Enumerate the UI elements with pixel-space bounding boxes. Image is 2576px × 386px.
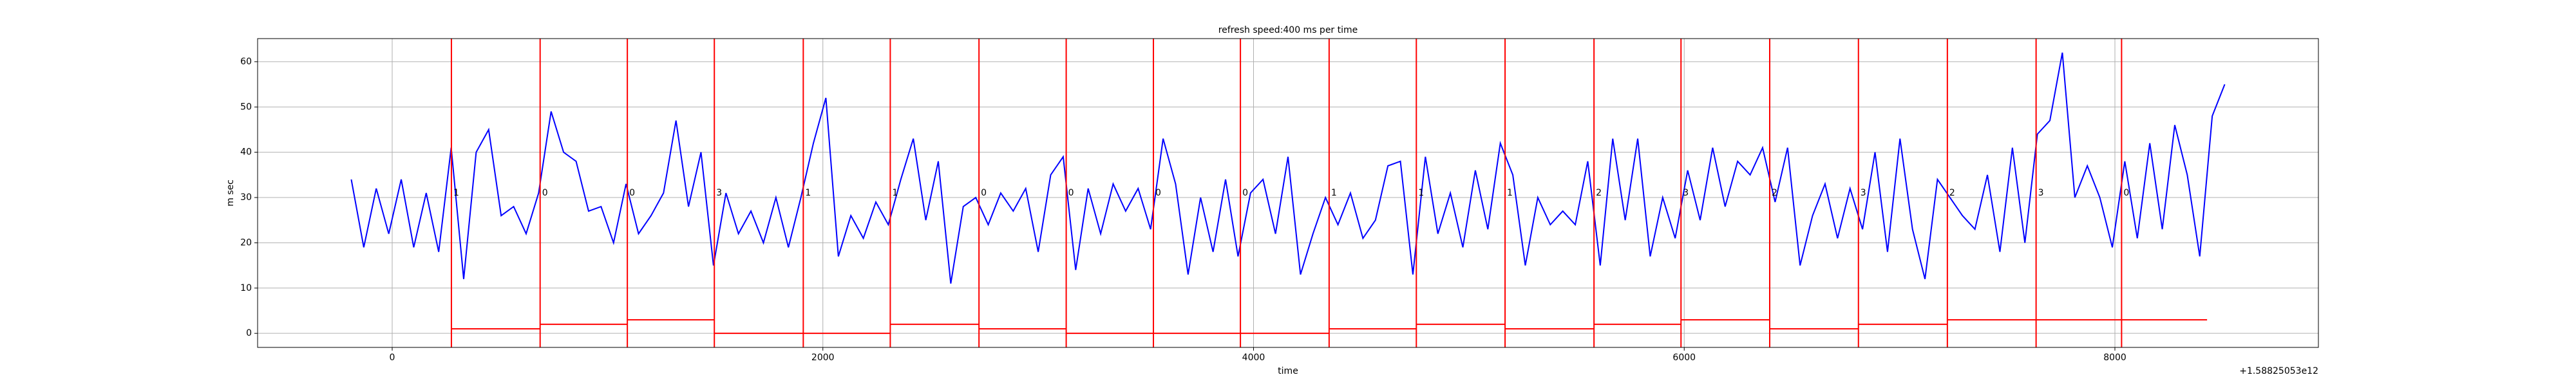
annotation: 3 — [1683, 188, 1689, 198]
annotation: 1 — [892, 188, 898, 198]
x-tick-label: 6000 — [1672, 353, 1696, 363]
annotation: 0 — [1242, 188, 1248, 198]
annotation: 0 — [629, 188, 635, 198]
annotation: 1 — [805, 188, 811, 198]
annotation: 3 — [716, 188, 722, 198]
annotation: 1 — [1418, 188, 1424, 198]
annotation: 0 — [542, 188, 548, 198]
y-tick-label: 30 — [240, 192, 252, 203]
annotation: 2 — [1949, 188, 1955, 198]
x-tick-label: 2000 — [811, 353, 835, 363]
y-tick-label: 40 — [240, 147, 252, 158]
annotation: 0 — [1068, 188, 1074, 198]
y-tick-label: 20 — [240, 237, 252, 248]
x-axis-label: time — [1278, 366, 1298, 376]
annotation: 0 — [981, 188, 987, 198]
y-axis-label: m sec — [225, 179, 236, 207]
y-tick-label: 50 — [240, 102, 252, 112]
chart-title: refresh speed:400 ms per time — [1218, 25, 1358, 35]
annotation: 0 — [1155, 188, 1161, 198]
annotation: 0 — [2123, 188, 2129, 198]
plot-frame — [257, 38, 2319, 348]
x-tick-label: 0 — [390, 353, 395, 363]
annotation: 1 — [453, 188, 459, 198]
data-line — [350, 52, 2226, 284]
annotation: 2 — [1596, 188, 1602, 198]
annotation: 3 — [1861, 188, 1866, 198]
y-tick-label: 0 — [246, 328, 252, 338]
annotation: 2 — [1772, 188, 1777, 198]
x-tick-label: 4000 — [1242, 353, 1265, 363]
y-tick-label: 60 — [240, 57, 252, 67]
annotation: 3 — [2038, 188, 2044, 198]
annotation: 1 — [1331, 188, 1337, 198]
y-tick-label: 10 — [240, 283, 252, 293]
x-offset-label: +1.58825053e12 — [2239, 366, 2318, 376]
x-tick-label: 8000 — [2103, 353, 2126, 363]
annotation: 1 — [1507, 188, 1513, 198]
